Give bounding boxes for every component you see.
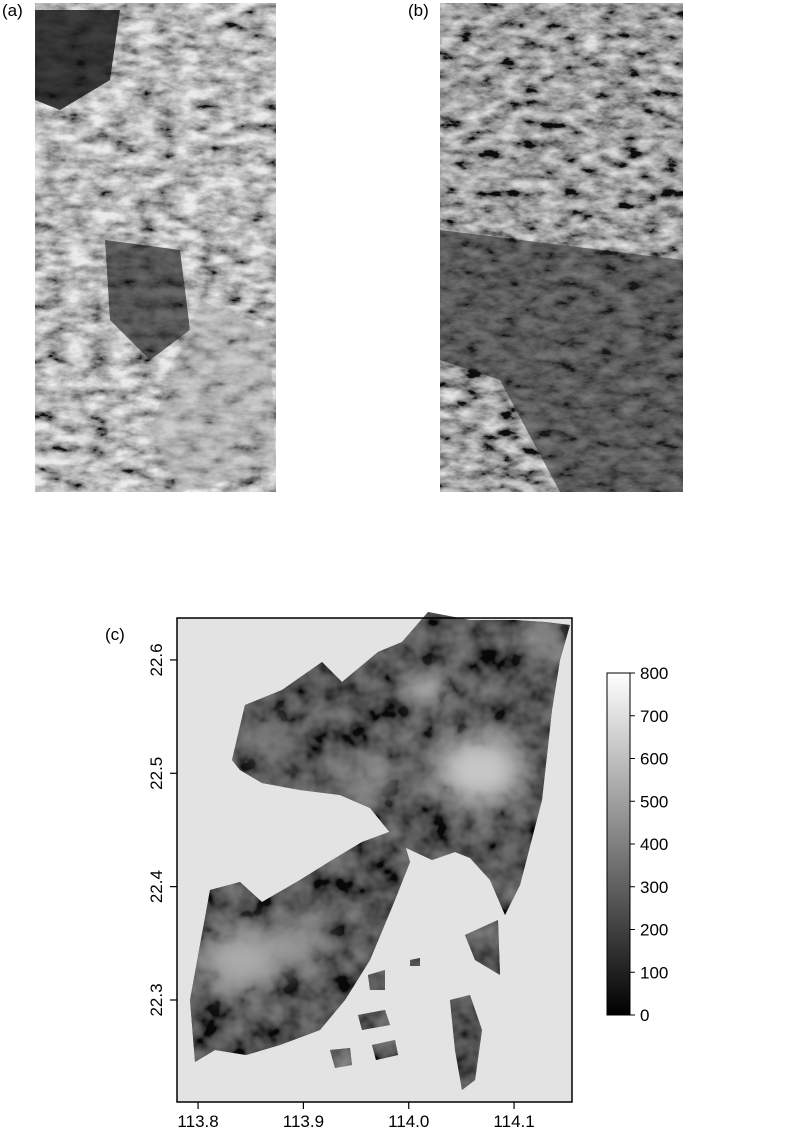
- colorbar-tick-label: 700: [640, 707, 668, 726]
- colorbar-tick-label: 400: [640, 835, 668, 854]
- x-tick-label: 114.0: [388, 1112, 429, 1131]
- colorbar-tick-label: 100: [640, 963, 668, 982]
- colorbar-tick-label: 600: [640, 750, 668, 769]
- colorbar-tick-label: 300: [640, 878, 668, 897]
- colorbar-tick-label: 800: [640, 664, 668, 683]
- x-tick-label: 113.9: [283, 1112, 324, 1131]
- figure: (a) (b) (c) 113.8 113.9 114.0 114.1 22.3 22.4…: [0, 0, 786, 1137]
- y-tick-label: 22.4: [147, 870, 166, 903]
- y-tick-label: 22.3: [147, 983, 166, 1016]
- x-tick-label: 113.8: [177, 1112, 218, 1131]
- colorbar-tick-label: 200: [640, 921, 668, 940]
- colorbar-tick-label: 0: [640, 1006, 649, 1025]
- colorbar-tick-label: 500: [640, 792, 668, 811]
- x-tick-label: 114.1: [493, 1112, 534, 1131]
- colorbar: [607, 673, 630, 1015]
- panel-label: (c): [105, 625, 125, 644]
- y-tick-label: 22.6: [147, 643, 166, 676]
- y-tick-label: 22.5: [147, 757, 166, 790]
- panel-label: (b): [408, 1, 429, 20]
- panel-label: (a): [2, 1, 23, 20]
